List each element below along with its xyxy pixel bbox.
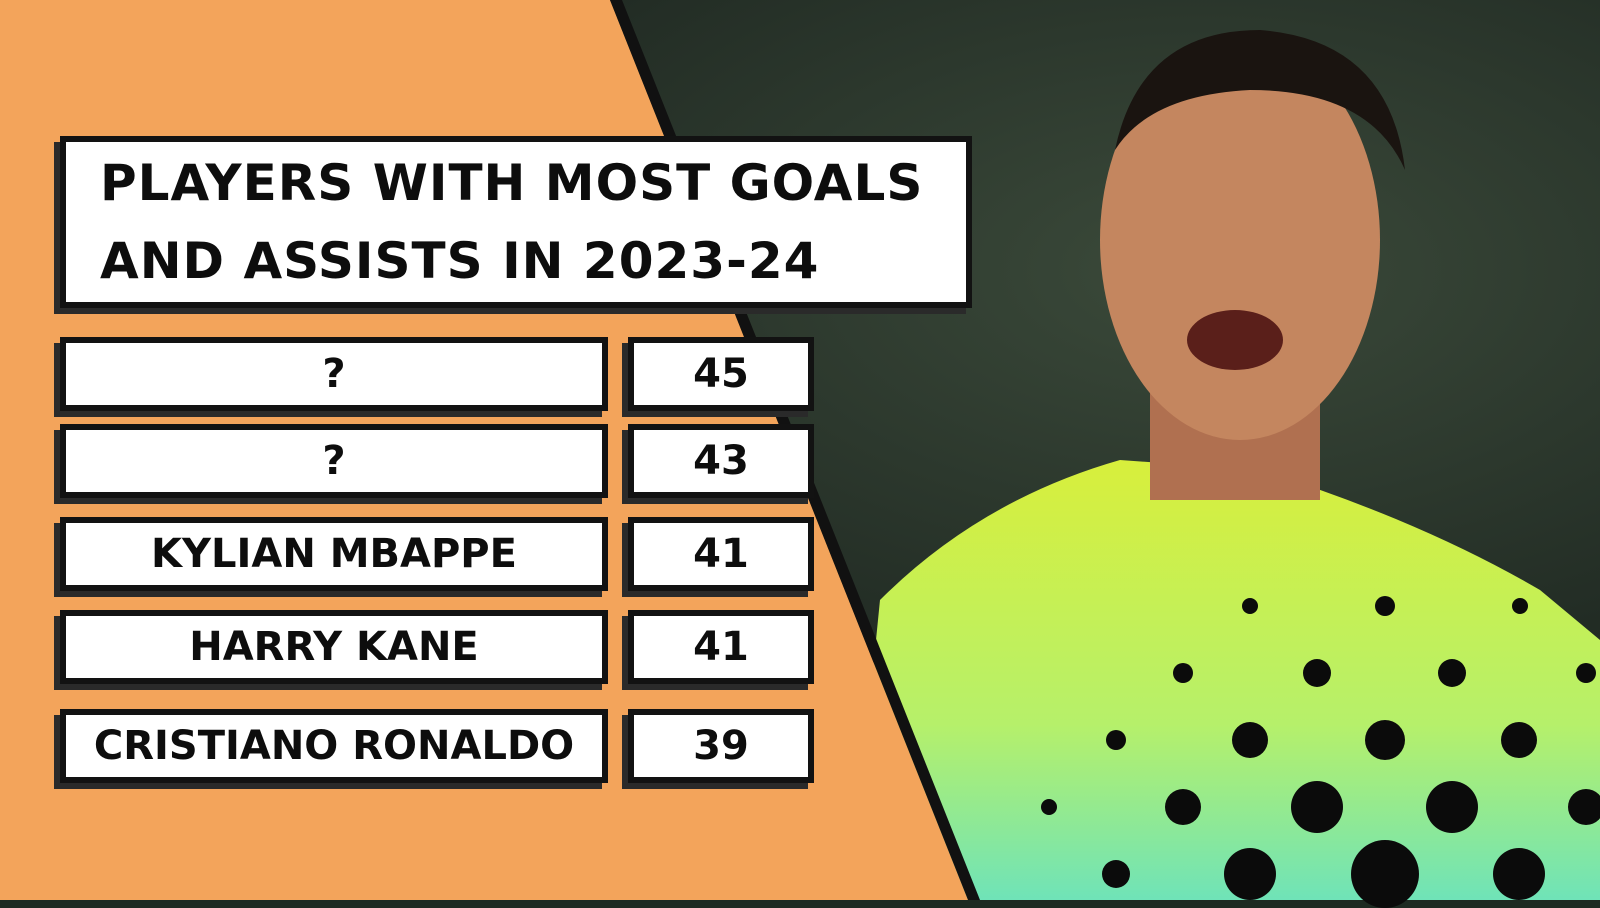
dot — [1106, 730, 1126, 750]
total-value-cell: 43 — [628, 424, 814, 498]
page-title: PLAYERS WITH MOST GOALS AND ASSISTS IN 2… — [100, 154, 924, 290]
player-name-cell: KYLIAN MBAPPE — [60, 517, 608, 591]
dot — [1351, 840, 1419, 908]
total-value-cell: 41 — [628, 610, 814, 684]
total-value-cell: 39 — [628, 709, 814, 783]
dot — [1173, 663, 1193, 683]
total-value-cell: 45 — [628, 337, 814, 411]
dot — [1242, 598, 1258, 614]
dot — [1165, 789, 1201, 825]
dot — [1232, 722, 1268, 758]
player-name-cell: HARRY KANE — [60, 610, 608, 684]
dot — [1512, 598, 1528, 614]
dot — [1568, 789, 1600, 825]
dot — [1102, 860, 1130, 888]
dot — [1224, 848, 1276, 900]
dot — [1493, 848, 1545, 900]
dot — [1291, 781, 1343, 833]
dot — [1365, 720, 1405, 760]
title-box: PLAYERS WITH MOST GOALS AND ASSISTS IN 2… — [60, 136, 972, 308]
player-name-cell: ? — [60, 337, 608, 411]
player-name-cell: ? — [60, 424, 608, 498]
dot — [1041, 799, 1057, 815]
dot — [1438, 659, 1466, 687]
dot — [1303, 659, 1331, 687]
total-value-cell: 41 — [628, 517, 814, 591]
dot — [1501, 722, 1537, 758]
dot — [1426, 781, 1478, 833]
dot — [1576, 663, 1596, 683]
dot — [1375, 596, 1395, 616]
player-name-cell: CRISTIANO RONALDO — [60, 709, 608, 783]
